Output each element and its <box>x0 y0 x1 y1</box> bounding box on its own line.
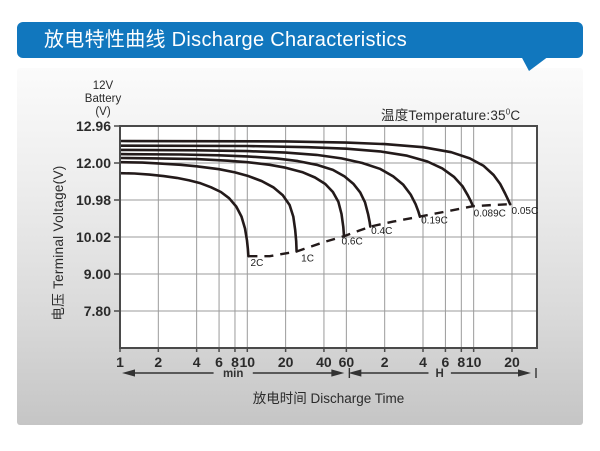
banner-tail-shape <box>521 56 549 71</box>
curve-label-0.05C: 0.05C <box>512 206 539 217</box>
discharge-curve-0.05C <box>120 139 512 206</box>
battery-type-label: 12V Battery (V) <box>63 80 143 120</box>
x-tick-label-60-60: 60 <box>339 354 355 370</box>
x-tick-label-8-480: 8 <box>457 354 465 370</box>
x-tick-label-10-600: 10 <box>466 354 482 370</box>
x-tick-label-2-2: 2 <box>154 354 162 370</box>
x-tick-label-2-120: 2 <box>381 354 389 370</box>
x-tick-label-4-4: 4 <box>193 354 201 370</box>
axis-ticks <box>114 125 513 352</box>
y-tick-label-10.02: 10.02 <box>76 229 111 245</box>
temperature-degree-symbol: 0 <box>505 107 511 117</box>
x-tick-label-8-8: 8 <box>231 354 239 370</box>
y-tick-labels: 12.96 12.00 10.98 10.02 9.00 7.80 <box>76 118 111 319</box>
discharge-curve-0.4C <box>120 152 372 228</box>
arrowhead-left-min <box>122 369 135 377</box>
y-tick-label-10.98: 10.98 <box>76 192 111 208</box>
x-tick-label-20-1200: 20 <box>504 354 520 370</box>
y-tick-label-7.80: 7.80 <box>84 303 111 319</box>
x-tick-label-4-240: 4 <box>419 354 427 370</box>
y-tick-label-12.96: 12.96 <box>76 118 111 134</box>
arrowhead-right-H <box>518 369 531 377</box>
y-tick-label-12.00: 12.00 <box>76 155 111 171</box>
x-axis-title: 放电时间 Discharge Time <box>252 391 405 406</box>
curve-label-1C: 1C <box>301 253 314 264</box>
x-tick-labels: 1 2 4 6 8 10 20 40 60 2 4 6 8 10 20 <box>116 354 520 370</box>
x-tick-label-20-20: 20 <box>278 354 294 370</box>
battery-type-line1: 12V <box>92 80 114 92</box>
battery-type-line2: Battery <box>84 93 122 106</box>
x-tick-label-6-6: 6 <box>215 354 223 370</box>
discharge-curve-0.089C <box>120 144 475 208</box>
discharge-curve-0.6C <box>120 156 346 238</box>
x-unit-arrows: min H <box>122 368 537 380</box>
x-tick-label-10-10: 10 <box>240 354 256 370</box>
discharge-curve-0.19C <box>120 148 422 218</box>
curve-label-0.089C: 0.089C <box>474 209 506 220</box>
arrowhead-left-H <box>348 369 362 377</box>
curve-label-0.19C: 0.19C <box>421 216 448 227</box>
grid <box>120 126 537 348</box>
temperature-text: 温度Temperature:35 <box>381 108 506 123</box>
curve-label-0.6C: 0.6C <box>342 236 363 247</box>
temperature-label: 温度Temperature:350C <box>381 104 520 124</box>
x-tick-label-1-1: 1 <box>116 354 124 370</box>
y-axis-title: 电压 Terminal Voltage(V) <box>51 165 66 321</box>
title-banner: 放电特性曲线 Discharge Characteristics <box>17 22 583 58</box>
temperature-unit: C <box>510 108 521 123</box>
x-unit-label-min: min <box>223 368 243 380</box>
arrowhead-right-min <box>331 369 345 377</box>
discharge-curve-1C <box>120 160 298 253</box>
curve-label-2C: 2C <box>251 258 264 269</box>
x-tick-label-6-360: 6 <box>442 354 450 370</box>
discharge-curve-2C <box>120 171 250 258</box>
range-arrow-H: H <box>348 368 537 380</box>
cutoff-dashed-line <box>248 203 511 258</box>
curve-label-0.4C: 0.4C <box>371 226 392 237</box>
range-arrow-min: min <box>122 368 351 380</box>
x-tick-label-40-40: 40 <box>316 354 332 370</box>
y-tick-label-9.00: 9.00 <box>84 266 111 282</box>
banner-tail <box>521 56 549 71</box>
discharge-curves <box>120 139 512 258</box>
battery-type-line3: (V) <box>95 106 111 119</box>
x-unit-label-H: H <box>436 368 444 380</box>
page-title: 放电特性曲线 Discharge Characteristics <box>44 29 408 51</box>
curve-labels: 2C 1C 0.6C 0.4C 0.19C 0.089C 0.05C <box>251 206 539 269</box>
